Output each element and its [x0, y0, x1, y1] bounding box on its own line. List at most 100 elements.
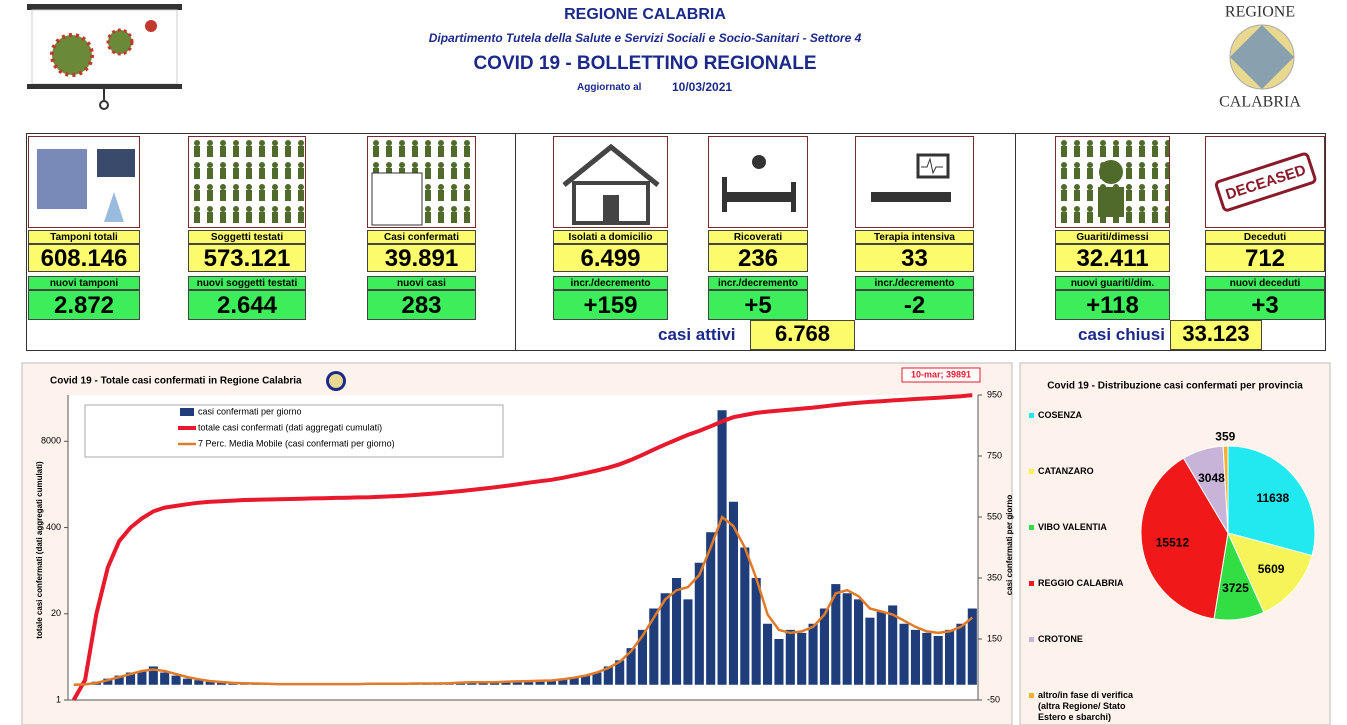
chart-title: Covid 19 - Totale casi confermati in Reg… — [50, 376, 302, 387]
card-icon — [553, 136, 668, 228]
figure — [207, 162, 213, 179]
card-subvalue: 283 — [367, 290, 476, 320]
bar — [751, 578, 761, 685]
figure — [285, 206, 291, 223]
figure — [1152, 206, 1158, 223]
pie-legend-label: CROTONE — [1038, 634, 1083, 644]
machine — [37, 149, 87, 209]
icon — [562, 143, 660, 225]
y-tick-label: 8000 — [41, 436, 61, 446]
figure — [1074, 162, 1080, 179]
figure — [438, 206, 444, 223]
figure — [298, 140, 304, 157]
bar — [728, 501, 738, 685]
figure — [464, 140, 470, 157]
figure — [1074, 206, 1080, 223]
bar — [660, 593, 670, 685]
legend-label: 7 Perc. Media Mobile (casi confermati pe… — [198, 438, 395, 448]
y-tick-label: 1 — [56, 694, 61, 704]
figure — [1126, 184, 1132, 201]
bed — [722, 177, 727, 212]
card-icon — [708, 136, 808, 228]
figure — [246, 184, 252, 201]
figure — [220, 140, 226, 157]
bar — [956, 623, 966, 685]
bar — [126, 672, 136, 685]
bar — [808, 623, 818, 685]
bar — [603, 666, 613, 685]
card-sublabel: nuovi deceduti — [1205, 276, 1325, 290]
card-label: Isolati a domicilio — [553, 230, 668, 244]
bar — [637, 629, 647, 685]
nurse — [752, 155, 766, 169]
bar — [171, 675, 181, 685]
bar — [797, 632, 807, 685]
card-sublabel: nuovi casi — [367, 276, 476, 290]
card-icon: DECEASED — [1205, 136, 1325, 228]
pie-legend-label: altro/in fase di verifica (altra Regione… — [1038, 690, 1134, 722]
department: Dipartimento Tutela della Salute e Servi… — [428, 31, 862, 45]
bar — [831, 584, 841, 685]
pie-value-label: 15512 — [1156, 536, 1190, 550]
legend-box — [84, 404, 504, 458]
bar — [842, 593, 852, 685]
active-label: casi attivi — [658, 325, 736, 344]
pie-legend-label: REGGIO CALABRIA — [1038, 578, 1124, 588]
bar — [706, 532, 716, 685]
bar — [103, 678, 113, 685]
annotation-box — [901, 367, 981, 383]
card-value: 712 — [1205, 244, 1325, 272]
figure — [259, 140, 265, 157]
card-value: 608.146 — [28, 244, 140, 272]
figure — [1113, 140, 1119, 157]
bar — [922, 632, 932, 685]
bar — [478, 683, 488, 685]
legend-label: casi confermati per giorno — [198, 406, 302, 416]
card-icon — [1055, 136, 1171, 228]
y2-tick-label: -50 — [987, 694, 1000, 704]
figure — [298, 184, 304, 201]
icon — [37, 149, 135, 222]
door — [603, 195, 619, 223]
bar — [785, 629, 795, 685]
card-label: Ricoverati — [708, 230, 808, 244]
icon — [871, 153, 951, 202]
figure — [1061, 206, 1067, 223]
card-icon — [855, 136, 974, 228]
bar — [205, 681, 215, 685]
card-subvalue: +5 — [708, 290, 808, 320]
figure — [285, 140, 291, 157]
active-value: 6.768 — [750, 320, 855, 350]
pie-value-label: 3725 — [1222, 581, 1249, 595]
bar — [967, 608, 977, 685]
figure — [1074, 184, 1080, 201]
bar — [615, 660, 625, 685]
card-value: 33 — [855, 244, 974, 272]
y2-tick-label: 350 — [987, 572, 1002, 582]
figure — [207, 184, 213, 201]
figure — [207, 206, 213, 223]
figure — [373, 140, 379, 157]
figure — [1139, 162, 1145, 179]
emblem-cross — [1230, 25, 1294, 89]
y2-tick-label: 750 — [987, 450, 1002, 460]
roof — [562, 143, 660, 187]
screen-top — [27, 4, 182, 10]
card-subvalue: +159 — [553, 290, 668, 320]
figure — [1061, 162, 1067, 179]
figure — [272, 140, 278, 157]
bar — [865, 617, 875, 685]
card-value: 6.499 — [553, 244, 668, 272]
virus — [50, 33, 94, 77]
figure — [272, 162, 278, 179]
bar — [137, 671, 147, 685]
doctor-box — [371, 172, 423, 226]
pull — [99, 100, 109, 110]
line — [71, 393, 973, 701]
icon — [371, 140, 470, 226]
bar — [114, 675, 124, 685]
bar — [899, 623, 909, 685]
figure — [1152, 140, 1158, 157]
figure — [220, 206, 226, 223]
